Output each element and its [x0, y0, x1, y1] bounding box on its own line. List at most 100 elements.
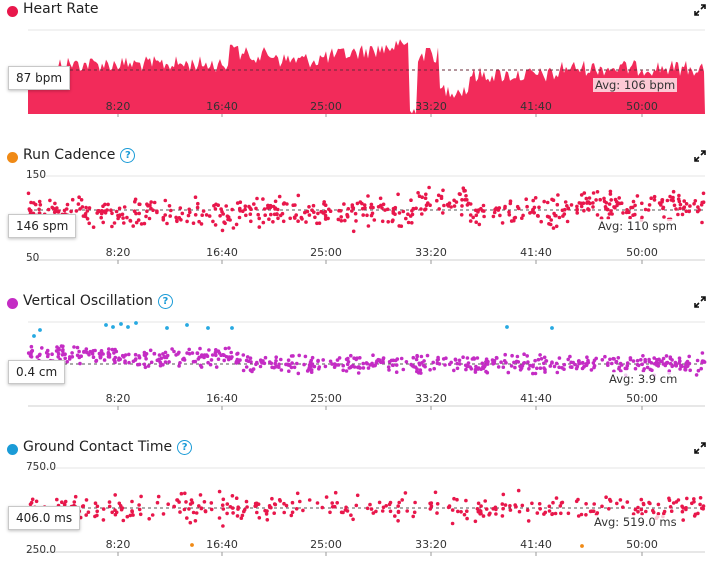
- data-point: [525, 508, 530, 512]
- data-point: [178, 361, 182, 365]
- data-point: [369, 202, 374, 207]
- data-point: [312, 364, 317, 369]
- data-point: [684, 202, 689, 206]
- data-point: [692, 514, 697, 518]
- data-point: [461, 186, 466, 190]
- data-point: [538, 366, 543, 370]
- data-point: [282, 510, 287, 515]
- data-point: [150, 513, 155, 517]
- data-point: [155, 209, 159, 213]
- data-point: [376, 205, 381, 209]
- data-point: [600, 504, 604, 509]
- accent-point: [230, 326, 234, 330]
- x-tick: 33:20: [415, 100, 447, 113]
- data-point: [417, 194, 422, 198]
- data-point: [539, 219, 543, 224]
- run-cadence-chart[interactable]: [0, 146, 714, 271]
- run-cadence-value-callout: 146 spm: [8, 214, 77, 238]
- expand-icon[interactable]: [694, 442, 706, 454]
- y-axis-label-bottom: 50: [26, 252, 40, 264]
- data-point: [29, 349, 34, 354]
- data-point: [411, 355, 416, 360]
- data-point: [558, 504, 563, 508]
- data-point: [659, 203, 663, 207]
- data-point: [428, 203, 432, 207]
- data-point: [380, 206, 384, 210]
- data-point: [671, 189, 676, 194]
- expand-icon[interactable]: [694, 296, 706, 308]
- help-question-icon[interactable]: ?: [120, 148, 136, 163]
- data-point: [457, 192, 462, 196]
- data-point: [607, 212, 612, 216]
- data-point: [196, 357, 201, 361]
- heart-rate-chart[interactable]: [0, 0, 714, 125]
- data-point: [175, 219, 179, 224]
- help-question-icon[interactable]: ?: [157, 294, 173, 309]
- data-point: [550, 512, 554, 517]
- data-point: [542, 199, 546, 204]
- data-point: [481, 203, 486, 208]
- ground-contact-time-header: Ground Contact Time?: [0, 438, 714, 460]
- data-point: [109, 208, 113, 212]
- data-point: [209, 358, 214, 362]
- data-point: [248, 212, 253, 216]
- data-point: [554, 361, 559, 366]
- data-point: [501, 506, 505, 511]
- help-question-icon[interactable]: ?: [177, 440, 193, 455]
- data-point: [380, 219, 385, 224]
- data-point: [465, 356, 470, 360]
- data-point: [536, 357, 541, 362]
- data-point: [196, 201, 200, 206]
- data-point: [163, 213, 167, 217]
- data-point: [640, 215, 644, 220]
- data-point: [463, 363, 468, 368]
- vertical-oscillation-chart[interactable]: [0, 292, 714, 417]
- data-point: [291, 203, 296, 207]
- data-point: [364, 361, 369, 365]
- data-point: [520, 503, 525, 508]
- data-point: [397, 500, 402, 505]
- data-point: [323, 216, 328, 221]
- expand-icon[interactable]: [694, 4, 706, 16]
- data-point: [533, 196, 538, 200]
- x-tick: 50:00: [626, 246, 658, 259]
- data-point: [639, 497, 644, 502]
- data-point: [504, 361, 508, 365]
- data-point: [307, 213, 312, 217]
- data-point: [355, 201, 360, 206]
- ground-contact-time-chart[interactable]: [0, 438, 714, 563]
- data-point: [147, 517, 151, 521]
- data-point: [512, 216, 517, 220]
- data-point: [257, 516, 262, 520]
- expand-icon[interactable]: [694, 150, 706, 162]
- data-point: [37, 199, 42, 204]
- data-point: [355, 493, 360, 498]
- data-point: [365, 213, 369, 218]
- data-point: [592, 502, 596, 506]
- data-point: [342, 202, 346, 206]
- data-point: [468, 219, 473, 223]
- data-point: [133, 352, 138, 357]
- data-point: [678, 202, 683, 207]
- data-point: [125, 215, 129, 220]
- data-point: [669, 509, 674, 513]
- data-point: [479, 367, 483, 371]
- data-point: [125, 514, 130, 519]
- data-point: [79, 354, 83, 358]
- data-point: [242, 508, 247, 512]
- data-point: [374, 509, 378, 514]
- data-point: [315, 501, 320, 505]
- data-point: [396, 192, 400, 197]
- data-point: [684, 506, 688, 510]
- data-point: [204, 353, 209, 357]
- data-point: [556, 193, 560, 197]
- data-point: [181, 357, 185, 362]
- data-point: [143, 354, 148, 358]
- data-point: [500, 221, 505, 225]
- data-point: [562, 212, 567, 216]
- data-point: [365, 506, 370, 511]
- data-point: [401, 209, 406, 214]
- data-point: [193, 519, 198, 523]
- data-point: [186, 213, 191, 218]
- data-point: [72, 500, 77, 504]
